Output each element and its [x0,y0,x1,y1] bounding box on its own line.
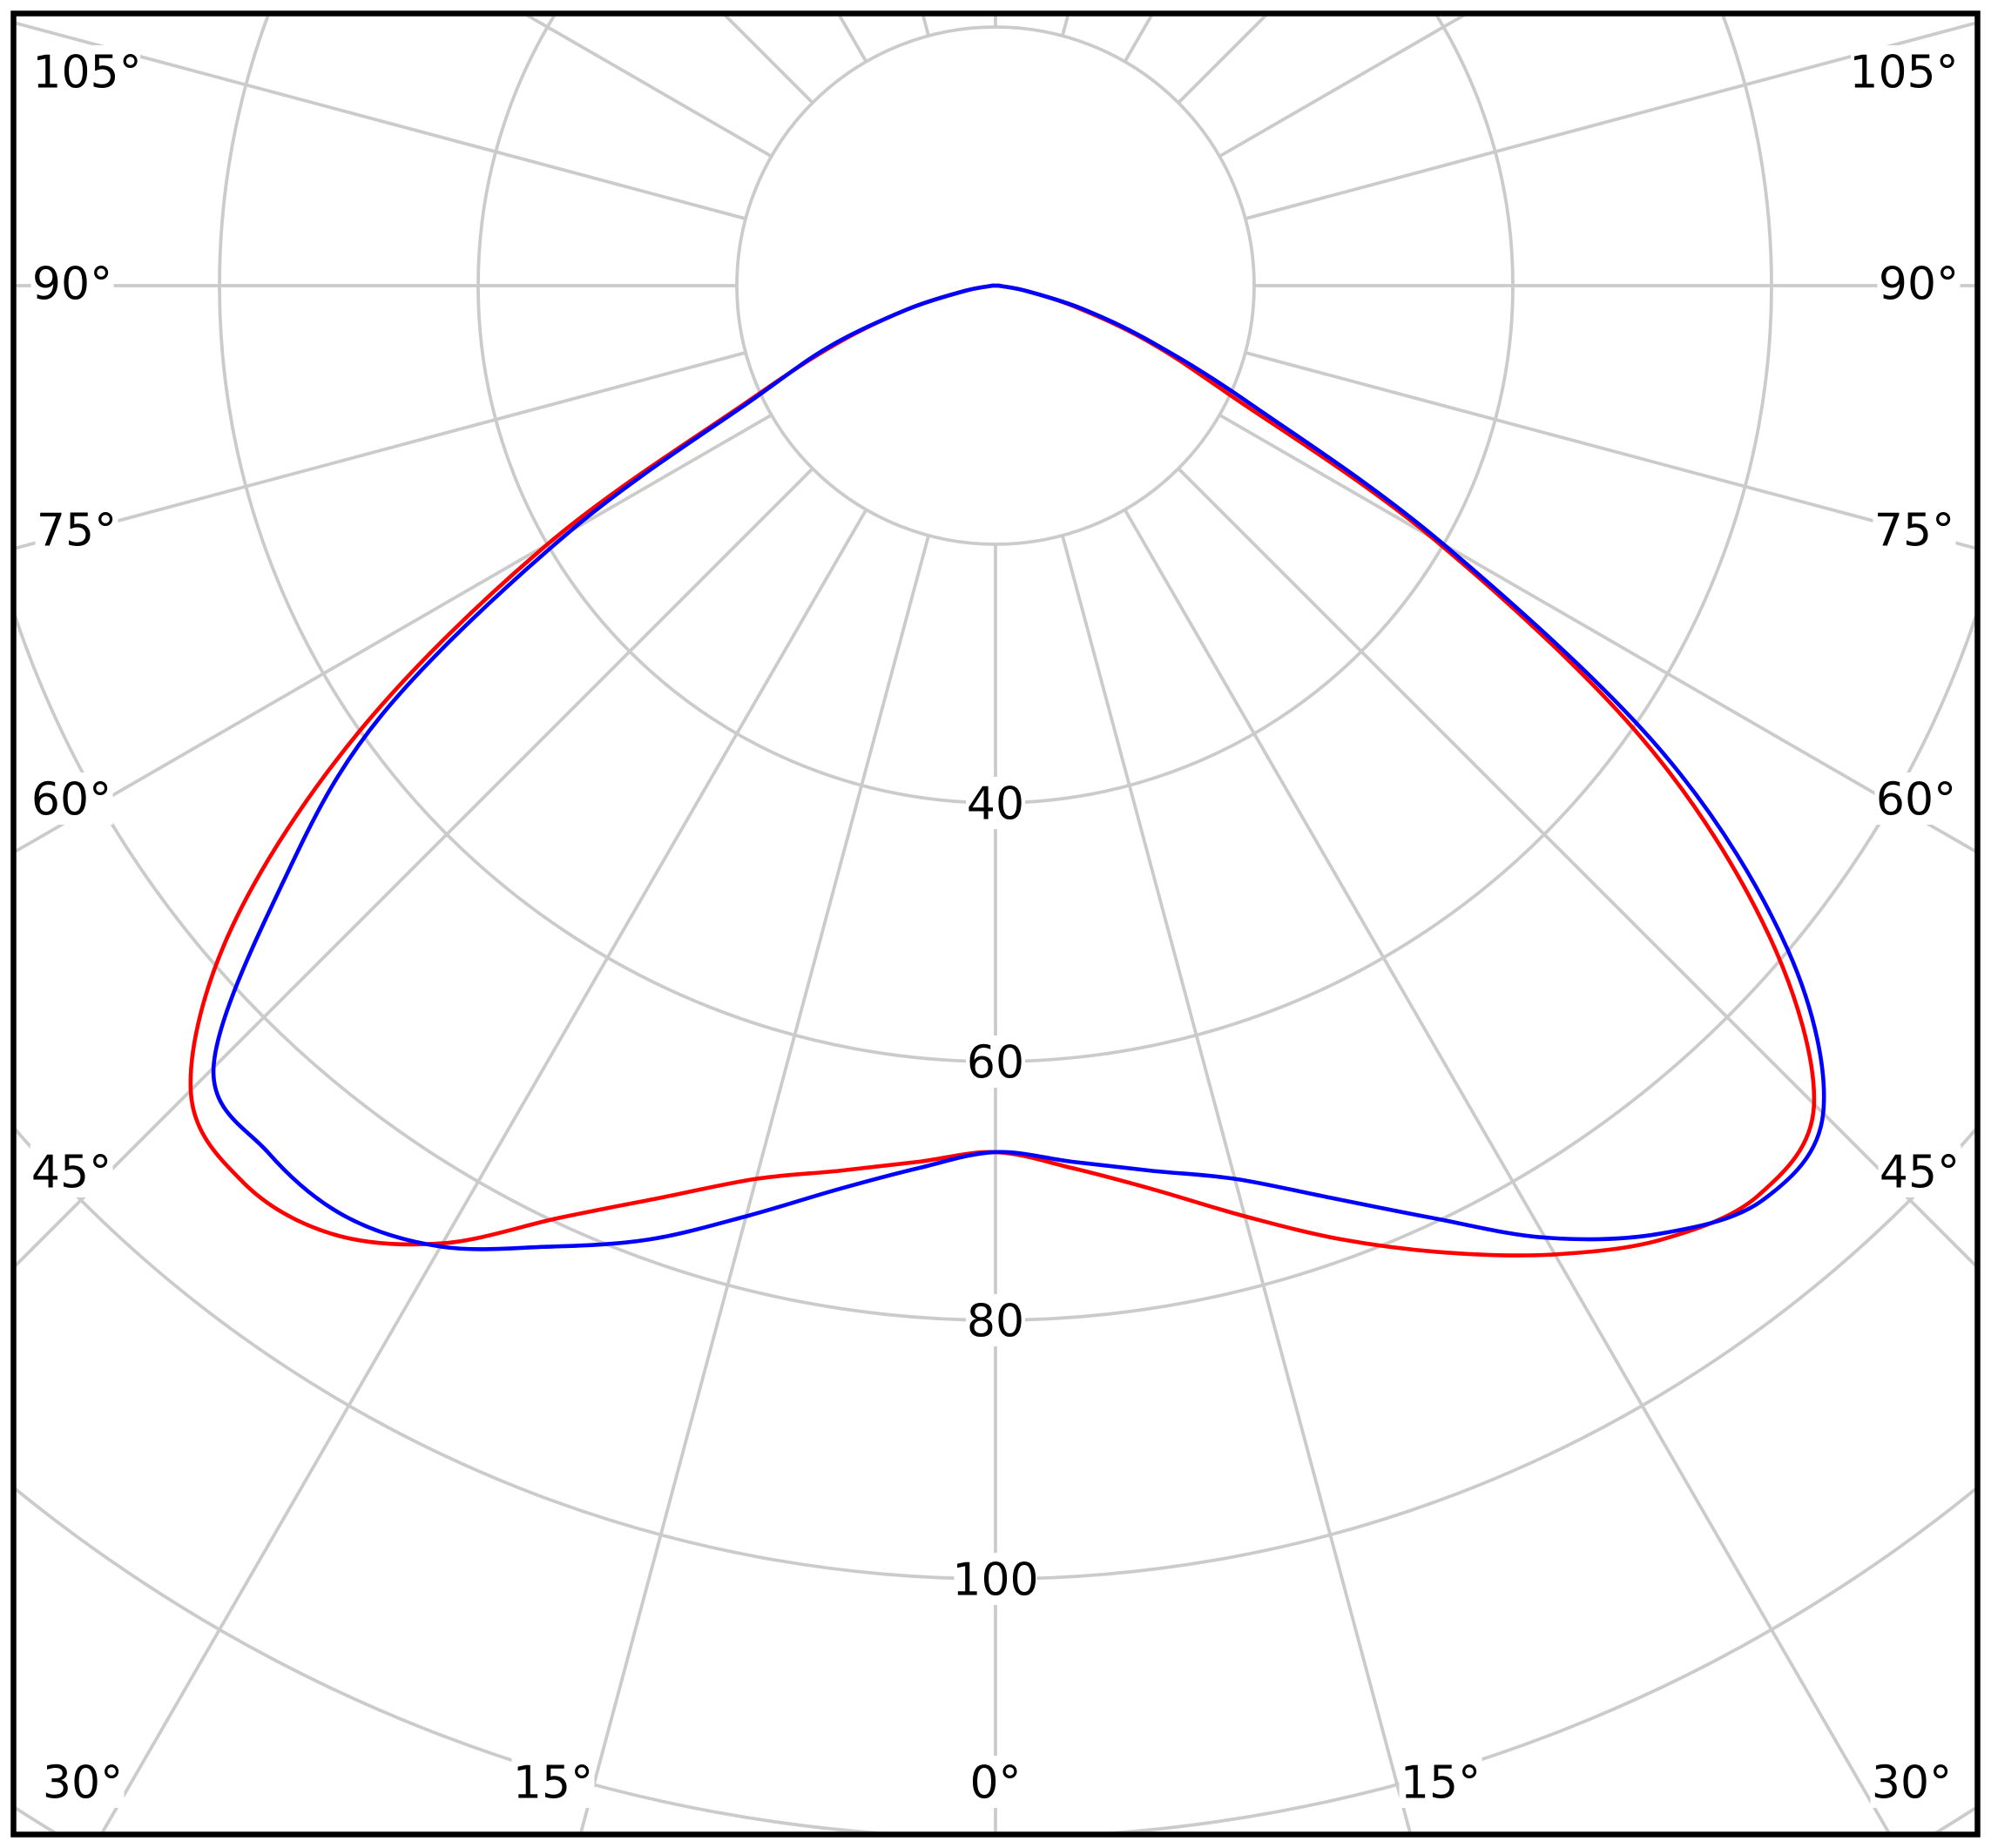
angle-label-right-45: 45° [1880,1147,1960,1199]
grid-ray-30 [1123,509,1891,1832]
angle-label-left-105: 105° [32,47,141,99]
angle-label-left-45-mask [30,1145,113,1197]
ring-label-80-mask [966,1294,1025,1346]
angle-label-bottom-15-mask [1399,1756,1482,1808]
ring-label-100-mask [954,1553,1037,1605]
angle-label-left-45: 45° [31,1147,111,1199]
angle-label-left-90: 90° [32,259,112,311]
angle-label-bottom-30: 30° [43,1757,123,1810]
angle-label-bottom-30-mask [1870,1756,1954,1808]
angle-label-right-90-mask [1877,257,1961,309]
angle-label-bottom-0: 0° [969,1757,1021,1810]
angle-label-bottom-30: 30° [1872,1757,1952,1810]
grid-ray-105 [1245,21,1975,220]
angle-label-right-105-mask [1851,45,1957,98]
angle-label-left-60: 60° [31,774,111,826]
angle-label-bottom-15-mask [511,1756,595,1808]
angle-label-left-90-mask [30,257,114,309]
angle-label-bottom-0-mask [966,1756,1025,1808]
ring-label-100: 100 [952,1555,1038,1607]
grid-ray-15 [1061,535,1412,1832]
angle-label-right-90: 90° [1879,259,1959,311]
ring-label-40-mask [966,777,1025,829]
ring-label-40: 40 [967,779,1024,831]
angle-label-left-75-mask [35,503,118,556]
angle-label-right-45-mask [1878,1145,1961,1197]
angle-label-left-75: 75° [37,505,117,557]
grid-ray-300 [16,413,773,853]
ring-label-60-mask [966,1035,1025,1088]
ring-label-60: 60 [967,1037,1024,1089]
angle-label-right-60-mask [1874,772,1958,825]
grid-ray-330 [100,509,868,1832]
angle-label-bottom-15: 15° [513,1757,593,1810]
curves-layer [188,283,1826,1258]
angle-label-left-60-mask [30,772,113,825]
angle-label-right-75-mask [1873,503,1956,556]
grid-ray-255 [16,21,746,220]
angle-label-right-60: 60° [1876,774,1956,826]
grid-ray-75 [1245,351,1975,550]
grid-ray-285 [16,351,746,550]
grid-ray-60 [1218,413,1975,853]
blue-curve [211,283,1826,1251]
grid-ray-345 [579,535,930,1832]
angle-label-right-75: 75° [1874,505,1954,557]
angle-label-right-105: 105° [1849,47,1958,99]
angle-label-bottom-30-mask [41,1756,125,1808]
ring-label-80: 80 [967,1296,1024,1348]
angle-label-left-105-mask [34,45,140,98]
angle-label-bottom-15: 15° [1400,1757,1481,1810]
plot-frame [10,10,1981,1838]
